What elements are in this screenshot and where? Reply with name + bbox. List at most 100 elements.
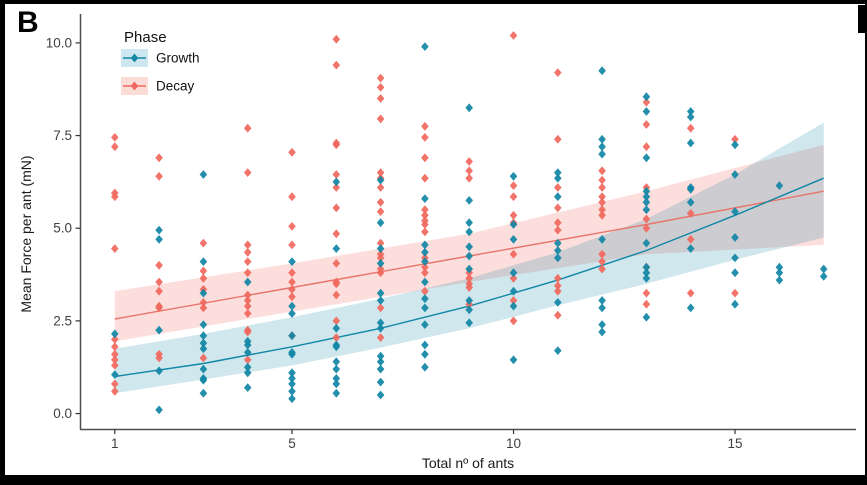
point-decay [155,153,163,163]
point-decay [465,273,473,283]
point-decay [332,34,341,44]
point-growth [421,194,429,203]
point-growth [731,268,739,278]
point-growth [819,272,828,281]
point-growth [642,107,651,116]
point-growth [199,338,208,348]
point-decay [155,353,163,363]
point-growth [243,348,252,357]
point-decay [243,257,252,266]
point-decay [554,68,562,77]
point-decay [509,316,518,326]
point-growth [598,142,606,152]
point-decay [288,292,296,302]
point-growth [376,259,385,268]
point-growth [686,303,695,313]
point-decay [421,121,429,131]
point-decay [642,299,651,309]
point-decay [509,192,518,202]
point-growth [243,368,252,378]
point-decay [155,286,163,296]
point-decay [199,303,208,313]
point-growth [642,92,651,102]
point-growth [421,349,429,359]
point-growth [332,364,341,374]
point-growth [731,140,739,150]
point-growth [598,303,606,313]
point-growth [332,323,341,333]
point-decay [465,157,473,166]
point-growth [509,355,518,365]
point-growth [421,240,429,250]
point-decay [465,166,473,176]
y-axis-title: Mean Force per ant (mN) [18,155,34,312]
point-decay [421,173,429,183]
point-decay [288,285,296,294]
point-decay [332,229,341,239]
point-growth [421,277,429,287]
point-decay [376,333,385,342]
point-decay [376,197,385,207]
point-growth [554,238,562,248]
point-decay [243,247,252,257]
point-growth [199,388,208,398]
point-decay [465,283,473,292]
point-growth [199,364,208,374]
point-decay [243,355,252,365]
legend-diamond-growth-icon [130,53,139,63]
point-growth [376,390,385,400]
point-growth [509,171,518,181]
point-growth [509,220,518,229]
point-growth [332,342,341,352]
point-growth [376,288,385,298]
point-growth [642,192,651,202]
point-growth [554,173,562,183]
point-decay [376,303,385,313]
point-decay [509,273,518,283]
point-growth [598,66,606,76]
point-growth [775,275,784,285]
point-growth [465,296,473,305]
point-decay [731,288,739,298]
point-growth [376,357,385,367]
point-growth [465,305,473,315]
point-growth [288,257,296,266]
point-growth [819,264,828,274]
point-growth [332,374,341,383]
legend-label-decay: Decay [156,79,195,94]
point-decay [199,266,208,276]
point-growth [376,318,385,328]
point-growth [465,318,473,328]
point-decay [288,240,296,250]
point-growth [554,253,562,263]
point-growth [642,186,651,196]
point-decay [598,257,606,266]
point-growth [155,366,163,376]
point-decay [554,273,562,283]
point-decay [376,268,385,278]
point-decay [376,168,385,177]
point-decay [111,142,119,152]
point-growth [332,357,341,367]
point-growth [421,320,429,329]
point-decay [111,379,119,389]
point-growth [288,374,296,383]
point-decay [554,183,562,192]
point-decay [243,296,252,305]
point-decay [376,183,385,192]
x-tick-label: 15 [728,436,743,451]
point-decay [509,181,518,190]
point-decay [421,133,429,142]
point-growth [642,205,651,215]
point-decay [243,290,252,300]
x-axis-title: Total nº of ants [422,455,514,471]
point-decay [199,273,208,283]
legend-diamond-decay-icon [130,81,139,91]
point-growth [288,368,296,378]
point-growth [509,268,518,278]
point-decay [421,153,429,163]
y-tick-label: 10.0 [46,35,72,50]
point-growth [111,370,119,379]
point-decay [332,316,341,326]
point-decay [243,168,252,177]
